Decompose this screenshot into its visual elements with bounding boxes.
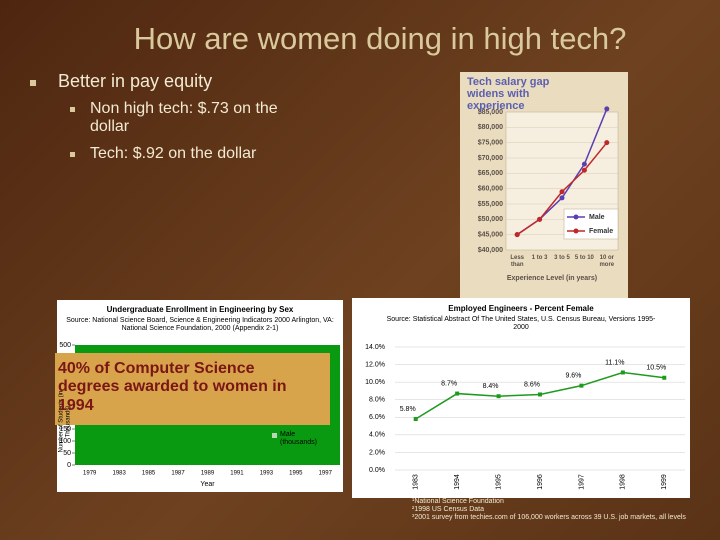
x-axis-title: Year <box>200 481 215 488</box>
legend-label: Male <box>589 214 605 221</box>
legend-marker <box>272 433 277 438</box>
y-tick-label: $65,000 <box>478 170 503 177</box>
data-point <box>538 392 542 397</box>
y-tick-label: 6.0% <box>369 414 385 421</box>
sub-bullet-marker <box>70 107 75 112</box>
sub-bullet-marker <box>70 152 75 157</box>
x-tick-label: 1979 <box>83 471 97 477</box>
data-label: 10.5% <box>646 365 666 372</box>
y-tick-label: 14.0% <box>365 344 385 351</box>
x-tick-label: 1998 <box>620 474 627 490</box>
data-point <box>496 394 501 399</box>
x-tick-label: 1995 <box>289 471 303 477</box>
bullet-marker <box>30 80 36 86</box>
callout-text: 40% of Computer Science degrees awarded … <box>58 360 287 414</box>
chart-source: Source: Statistical Abstract Of The Unit… <box>386 316 656 331</box>
x-tick-label: 1996 <box>537 474 544 490</box>
slide-title: How are women doing in high tech? <box>133 21 627 56</box>
data-label: 5.8% <box>400 406 416 413</box>
data-point <box>514 232 520 238</box>
data-point <box>455 391 460 396</box>
legend-box <box>563 208 619 240</box>
x-tick-label: 1983 <box>413 474 420 490</box>
footnote: ²1998 US Census Data <box>412 506 484 513</box>
data-label: 8.7% <box>441 380 457 387</box>
x-tick-label: 1991 <box>230 471 244 477</box>
data-point <box>581 161 587 167</box>
legend-marker <box>573 228 579 234</box>
legend-label: Male (thousands) <box>280 431 317 446</box>
x-tick-label: 1995 <box>495 474 502 490</box>
y-tick-label: 50 <box>63 450 71 457</box>
x-tick-label: 3 to 5 <box>554 255 570 261</box>
x-tick-label: Less than <box>510 255 525 268</box>
callout-box <box>55 353 330 425</box>
bullet-text: Better in pay equity <box>58 71 213 91</box>
data-point <box>620 370 625 375</box>
y-tick-label: $55,000 <box>478 201 503 208</box>
x-tick-label: 1987 <box>171 471 185 477</box>
y-tick-label: $80,000 <box>478 124 503 131</box>
y-tick-label: $60,000 <box>478 186 503 193</box>
x-tick-label: 1985 <box>142 471 156 477</box>
x-tick-label: 10 or more <box>599 255 615 268</box>
y-tick-label: $75,000 <box>478 140 503 147</box>
y-tick-label: $45,000 <box>478 232 503 239</box>
data-point <box>604 140 610 146</box>
chart-title: Undergraduate Enrollment in Engineering … <box>106 305 294 314</box>
y-tick-label: 0 <box>67 462 71 469</box>
data-point <box>604 106 610 112</box>
y-tick-label: $40,000 <box>478 247 503 254</box>
data-point <box>413 417 418 422</box>
legend-marker <box>573 214 579 220</box>
data-point <box>662 375 667 380</box>
y-tick-label: 12.0% <box>365 361 385 368</box>
chart-title: Tech salary gap widens with experience <box>467 76 550 113</box>
data-point <box>579 383 584 388</box>
chart-panel <box>352 298 690 498</box>
data-point <box>537 216 543 222</box>
sub-bullet-text: Tech: $.92 on the dollar <box>90 145 257 162</box>
x-tick-label: 1999 <box>661 474 668 490</box>
x-tick-label: 1997 <box>319 471 333 477</box>
data-label: 8.6% <box>524 381 540 388</box>
x-tick-label: 1 to 3 <box>531 255 548 261</box>
y-tick-label: $85,000 <box>478 109 503 116</box>
legend-label: Female <box>589 228 613 235</box>
x-axis-title: Experience Level (in years) <box>506 275 598 282</box>
y-tick-label: 10.0% <box>365 379 385 386</box>
y-tick-label: 100 <box>59 438 71 445</box>
data-point <box>559 189 565 195</box>
x-tick-label: 1993 <box>260 471 274 477</box>
y-tick-label: 500 <box>59 342 71 349</box>
footnote: ³2001 survey from techies.com of 106,000… <box>412 514 686 521</box>
y-tick-label: 0.0% <box>369 467 385 474</box>
x-tick-label: 5 to 10 <box>574 255 594 261</box>
x-tick-label: 1983 <box>112 471 126 477</box>
x-tick-label: 1989 <box>201 471 215 477</box>
y-tick-label: $50,000 <box>478 216 503 223</box>
sub-bullet-text: Non high tech: $.73 on the dollar <box>90 100 278 135</box>
footnote: ¹National Science Foundation <box>412 498 504 505</box>
data-label: 11.1% <box>605 359 624 366</box>
x-tick-label: 1994 <box>454 474 461 490</box>
data-point <box>581 167 587 173</box>
y-tick-label: 4.0% <box>369 432 385 439</box>
chart-title: Employed Engineers - Percent Female <box>448 304 594 313</box>
y-tick-label: 2.0% <box>369 449 385 456</box>
data-label: 8.4% <box>483 383 499 390</box>
y-tick-label: 150 <box>59 426 71 433</box>
data-point <box>559 195 565 201</box>
chart-source: Source: National Science Board, Science … <box>66 317 334 332</box>
y-tick-label: 8.0% <box>369 397 385 404</box>
data-label: 9.6% <box>565 373 581 380</box>
y-tick-label: $70,000 <box>478 155 503 162</box>
x-tick-label: 1997 <box>578 474 585 490</box>
